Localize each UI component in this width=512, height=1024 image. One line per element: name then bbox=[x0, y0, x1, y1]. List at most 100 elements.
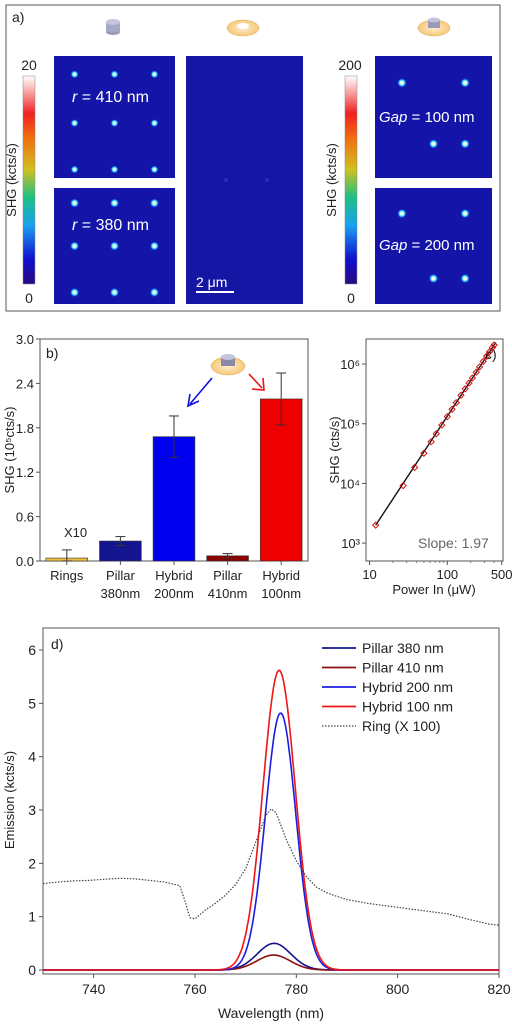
shg-spot bbox=[69, 241, 80, 251]
shg-map-gap-100 bbox=[375, 56, 492, 178]
y-tick-label: 3.0 bbox=[16, 332, 34, 347]
shg-map-gap-200 bbox=[375, 188, 492, 304]
shg-map-rings bbox=[186, 56, 303, 304]
data-point bbox=[438, 421, 446, 429]
shg-spot bbox=[149, 287, 160, 298]
data-point bbox=[443, 412, 452, 421]
shg-spot bbox=[70, 118, 79, 128]
data-point bbox=[465, 379, 473, 387]
shg-spot bbox=[397, 208, 407, 219]
y-tick-label: 10⁵ bbox=[340, 417, 360, 432]
legend-label: Ring (X 100) bbox=[362, 718, 441, 734]
shg-spots bbox=[69, 70, 470, 298]
y-tick-label: 10³ bbox=[341, 536, 360, 551]
shg-spot bbox=[69, 198, 80, 208]
panel-c-plot: 10 100 500 10³ 10⁴ 10⁵ 10⁶ bbox=[340, 341, 512, 582]
series-line bbox=[43, 954, 499, 971]
shg-spot bbox=[109, 198, 120, 208]
data-point bbox=[457, 391, 465, 399]
map-label-gap-200: Gap = 200 nm bbox=[379, 237, 475, 254]
panel-b-annotation: X10 bbox=[64, 525, 87, 540]
x-tick-label: 800 bbox=[386, 981, 410, 997]
data-point bbox=[461, 385, 469, 393]
colorbar-right-label: SHG (kcts/s) bbox=[324, 143, 339, 217]
panel-b-ylabel: SHG (10⁵cts/s) bbox=[2, 406, 17, 493]
data-point bbox=[420, 449, 428, 457]
panel-b: b) 0.0 0.6 1.2 1.8 2.4 3.0 Rings Pillar 380nm Hyb… bbox=[2, 332, 309, 601]
data-point bbox=[410, 463, 419, 472]
map-label-r-410: r = 410 nm bbox=[72, 89, 149, 106]
hybrid-icon-b bbox=[210, 354, 246, 376]
data-point bbox=[448, 405, 456, 413]
shg-spot bbox=[149, 241, 160, 251]
panel-b-plot: 0.0 0.6 1.2 1.8 2.4 3.0 Rings Pillar 380nm Hybrid… bbox=[16, 332, 303, 601]
fit-line bbox=[375, 342, 497, 526]
panel-c-frame bbox=[365, 338, 504, 562]
y-tick-label: 1 bbox=[28, 909, 36, 925]
x-tick-label: 740 bbox=[82, 981, 106, 997]
panel-c-xlabel: Power In (μW) bbox=[392, 582, 475, 597]
x-tick-label: 100 bbox=[436, 567, 458, 582]
shg-spot bbox=[110, 70, 119, 79]
y-tick-label: 1.2 bbox=[16, 465, 34, 480]
pillar-icon bbox=[106, 19, 120, 35]
panel-c-annotation: Slope: 1.97 bbox=[418, 535, 489, 551]
y-tick-label: 1.8 bbox=[16, 421, 34, 436]
ring-icon bbox=[226, 19, 260, 37]
category-label: 200nm bbox=[154, 586, 194, 601]
panel-d: d) 740 760 780 800 820 0 1 2 3 4 5 6 Emission (kcts… bbox=[2, 627, 511, 1021]
map-label-r-380: r = 380 nm bbox=[72, 217, 149, 234]
series-line bbox=[43, 942, 499, 971]
data-point bbox=[372, 521, 380, 529]
y-tick-label: 2.4 bbox=[16, 376, 34, 391]
scale-bar-label: 2 μm bbox=[196, 274, 227, 290]
panel-d-xlabel: Wavelength (nm) bbox=[218, 1005, 324, 1021]
data-point bbox=[475, 363, 484, 371]
category-label: 410nm bbox=[208, 586, 248, 601]
red-arrow-icon bbox=[248, 373, 265, 391]
shg-spot bbox=[110, 165, 119, 174]
data-point bbox=[482, 352, 491, 360]
category-label: Rings bbox=[50, 568, 84, 583]
category-label: Pillar bbox=[106, 568, 136, 583]
category-label: Hybrid bbox=[155, 568, 193, 583]
legend-label: Pillar 380 nm bbox=[362, 640, 444, 656]
shg-spot bbox=[109, 287, 120, 298]
y-tick-label: 2 bbox=[28, 855, 36, 871]
panel-b-label: b) bbox=[46, 345, 58, 361]
series-line bbox=[42, 808, 500, 926]
data-point bbox=[452, 399, 460, 407]
y-tick-label: 0 bbox=[28, 962, 36, 978]
shg-spot bbox=[428, 138, 439, 149]
data-point bbox=[468, 374, 477, 382]
category-label: Hybrid bbox=[262, 568, 300, 583]
panel-a-label: a) bbox=[12, 9, 24, 25]
shg-spot bbox=[460, 77, 470, 88]
data-point bbox=[472, 368, 480, 376]
panel-a: a) r = 410 nm r = 380 nm Gap = 100 nm Ga bbox=[4, 4, 501, 312]
colorbar-left bbox=[22, 75, 36, 285]
y-tick-label: 0.0 bbox=[16, 554, 34, 569]
y-tick-label: 4 bbox=[28, 749, 36, 765]
shg-spot bbox=[460, 138, 470, 149]
colorbar-left-max: 20 bbox=[21, 57, 37, 73]
y-tick-label: 3 bbox=[28, 802, 36, 818]
shg-spot bbox=[109, 241, 120, 251]
data-point bbox=[399, 481, 407, 490]
data-point bbox=[490, 341, 498, 349]
blue-arrow-icon bbox=[186, 377, 213, 408]
series-line bbox=[43, 669, 499, 971]
shg-spot bbox=[150, 70, 159, 79]
shg-spot bbox=[110, 118, 119, 128]
x-tick-label: 820 bbox=[487, 981, 511, 997]
shg-spot bbox=[397, 77, 407, 88]
data-point bbox=[432, 430, 440, 438]
data-point bbox=[427, 437, 435, 446]
x-tick-label: 500 bbox=[491, 567, 512, 582]
data-point bbox=[488, 343, 497, 352]
shg-spot bbox=[150, 118, 159, 128]
panel-d-legend: Pillar 380 nm Pillar 410 nm Hybrid 200 nm H… bbox=[322, 640, 453, 734]
shg-spot bbox=[460, 273, 470, 284]
